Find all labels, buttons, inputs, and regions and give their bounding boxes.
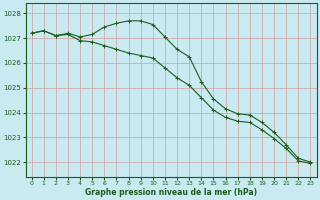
X-axis label: Graphe pression niveau de la mer (hPa): Graphe pression niveau de la mer (hPa) bbox=[85, 188, 257, 197]
